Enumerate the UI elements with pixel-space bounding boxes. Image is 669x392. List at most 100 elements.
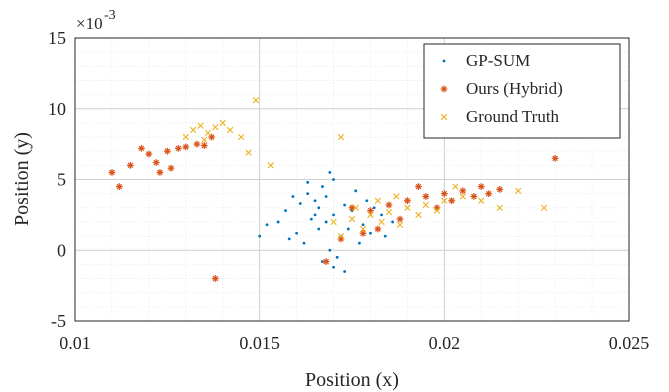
ground-truth-point: [219, 119, 226, 127]
hybrid-point: [127, 161, 134, 169]
ground-truth-point: [393, 193, 400, 200]
hybrid-point: [422, 193, 430, 200]
series-ground-truth: [182, 97, 548, 240]
gp-sum-point: [309, 217, 313, 221]
y-exponent-base: ×10: [76, 14, 103, 33]
hybrid-point: [167, 164, 175, 172]
y-exponent: ×10 -3: [76, 8, 116, 33]
gp-sum-point: [380, 213, 383, 217]
gp-sum-point: [335, 255, 339, 259]
ground-truth-point: [197, 122, 204, 129]
ground-truth-point: [337, 133, 345, 141]
hybrid-point: [374, 225, 382, 233]
ground-truth-point: [238, 133, 245, 141]
x-tick-label: 0.01: [59, 333, 91, 353]
x-tick-label: 0.015: [239, 333, 280, 353]
hybrid-point: [115, 183, 123, 190]
gp-sum-point: [284, 209, 287, 213]
ground-truth-point: [201, 136, 208, 144]
x-axis-label: Position (x): [305, 369, 399, 391]
ground-truth-point: [348, 215, 356, 223]
y-tick-label: 5: [57, 170, 66, 190]
legend-marker: [442, 59, 446, 63]
gp-sum-point: [328, 248, 332, 252]
ground-truth-point: [404, 204, 411, 211]
hybrid-point: [440, 190, 448, 198]
ground-truth-point: [378, 218, 385, 226]
gp-sum-point: [291, 195, 295, 198]
hybrid-point: [348, 204, 356, 212]
gp-sum-point: [306, 180, 310, 184]
hybrid-point: [163, 147, 171, 155]
gp-sum-point: [357, 241, 361, 245]
y-tick-label: -5: [51, 311, 66, 331]
hybrid-point: [459, 187, 467, 195]
ground-truth-point: [385, 208, 393, 216]
gp-sum-point: [317, 206, 321, 210]
gp-sum-point: [343, 203, 347, 207]
ground-truth-point: [496, 204, 503, 211]
y-tick-label: 10: [48, 99, 66, 119]
legend-marker: [440, 113, 448, 121]
ground-truth-point: [367, 211, 374, 219]
ground-truth-point: [182, 133, 189, 141]
hybrid-point: [485, 190, 493, 198]
legend-label: GP-SUM: [466, 51, 530, 70]
gp-sum-point: [383, 234, 387, 238]
hybrid-point: [470, 193, 478, 200]
ground-truth-point: [252, 97, 260, 104]
ground-truth-point: [189, 126, 197, 134]
ground-truth-point: [433, 207, 441, 214]
ground-truth-point: [540, 204, 548, 211]
y-tick-label: 15: [48, 28, 66, 48]
ground-truth-point: [415, 211, 422, 219]
gp-sum-point: [298, 202, 302, 205]
series-ours-hybrid: [108, 133, 559, 282]
gp-sum-point: [313, 213, 317, 217]
gp-sum-point: [276, 220, 280, 224]
ground-truth-point: [422, 201, 430, 209]
gp-sum-point: [365, 199, 369, 203]
gp-sum-point: [321, 185, 324, 188]
hybrid-point: [200, 142, 208, 149]
hybrid-point: [396, 215, 404, 223]
y-exponent-power: -3: [104, 8, 116, 23]
hybrid-point: [156, 169, 164, 176]
ground-truth-point: [478, 197, 485, 204]
ground-truth-point: [452, 183, 459, 190]
hybrid-point: [145, 150, 153, 158]
hybrid-point: [359, 229, 367, 237]
hybrid-point: [415, 183, 422, 190]
gp-sum-point: [328, 171, 332, 174]
ground-truth-point: [352, 204, 359, 211]
legend-box: [423, 43, 621, 139]
ground-truth-point: [441, 197, 448, 204]
hybrid-point: [138, 144, 145, 152]
gp-sum-point: [313, 199, 317, 203]
ground-truth-point: [515, 187, 522, 195]
gp-sum-point: [258, 234, 262, 238]
hybrid-point: [182, 143, 190, 151]
gp-sum-point: [343, 270, 347, 273]
gp-sum-point: [306, 192, 310, 196]
plot-frame: [74, 37, 630, 322]
hybrid-point: [211, 275, 219, 282]
hybrid-point: [152, 159, 160, 166]
legend: GP-SUM Ours (Hybrid) Ground Truth: [423, 43, 621, 139]
y-tick-label: 0: [57, 240, 66, 260]
hybrid-point: [551, 154, 559, 162]
ground-truth-point: [359, 225, 367, 233]
gp-sum-point: [324, 220, 328, 224]
series-gp-sum: [258, 171, 395, 273]
x-tick-label: 0.025: [609, 333, 650, 353]
hybrid-point: [448, 197, 456, 205]
hybrid-point: [477, 183, 485, 190]
ground-truth-point: [330, 218, 337, 226]
ground-truth-point: [374, 197, 382, 204]
ground-truth-point: [267, 162, 274, 169]
gp-sum-point: [302, 241, 306, 245]
ground-truth-point: [396, 221, 404, 228]
gp-sum-point: [295, 231, 298, 235]
gp-sum-point: [332, 265, 335, 269]
